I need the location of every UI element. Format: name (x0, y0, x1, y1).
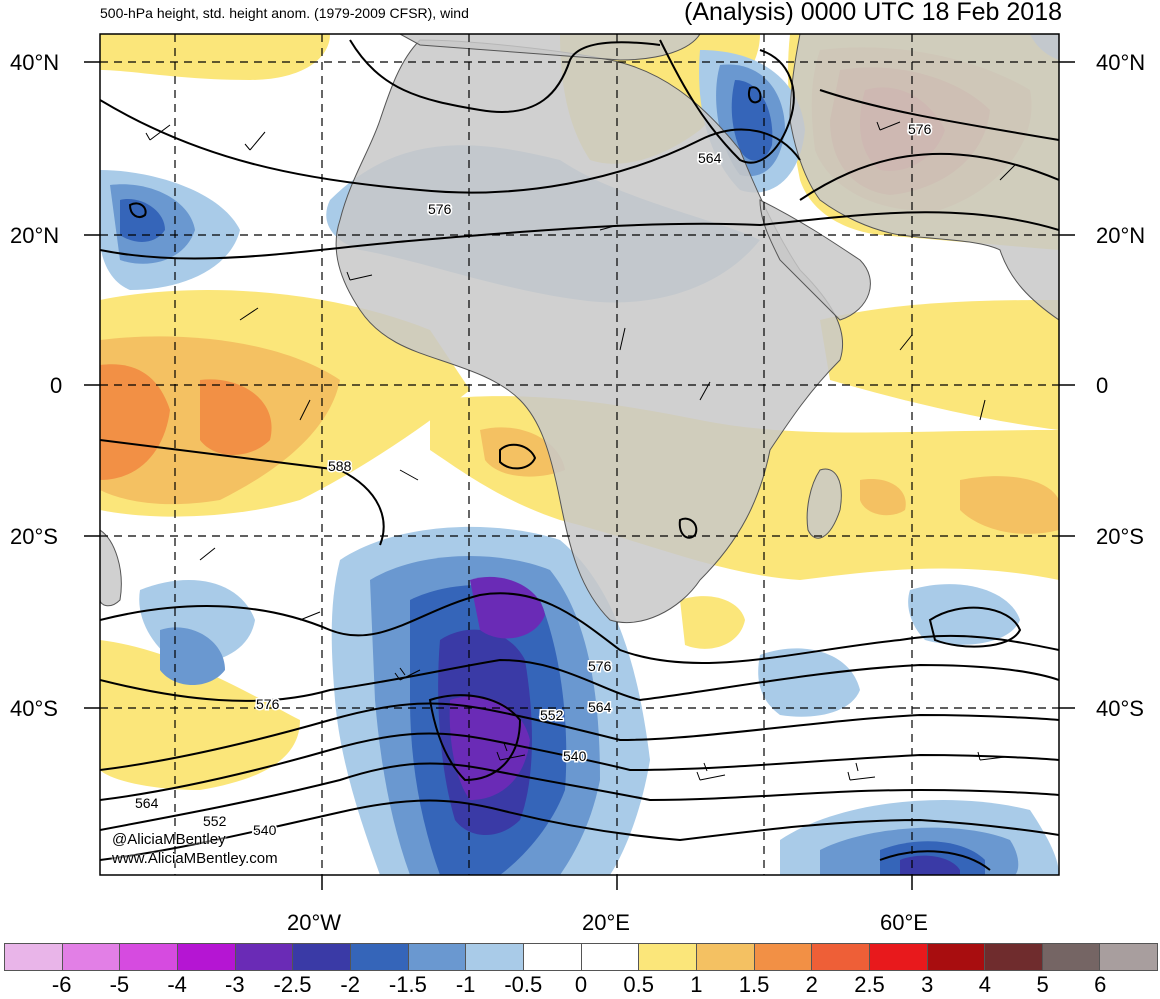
colorbar-segment (1100, 944, 1158, 970)
colorbar-segment (696, 944, 755, 970)
colorbar-tick-label: -4 (167, 972, 187, 997)
land-madagascar (806, 468, 842, 539)
colorbar-segment (927, 944, 986, 970)
contour-labels: 576 564 576 588 576 576 564 552 540 564 … (134, 120, 934, 840)
colorbar-tick-label: -2 (340, 972, 360, 997)
lat-label-left: 20°N (10, 223, 60, 248)
colorbar-tick-label: 0 (574, 972, 588, 997)
contour-label: 564 (588, 699, 612, 715)
colorbar-segment (639, 944, 697, 970)
land-south-america (100, 529, 122, 607)
lon-label: 20°E (582, 910, 630, 935)
lon-label: 20°W (287, 910, 342, 935)
height-contours (100, 39, 1059, 871)
lat-label-left: 20°S (10, 524, 58, 549)
map-title: 500-hPa height, std. height anom. (1979-… (100, 5, 469, 21)
axis-ticks (84, 61, 1075, 890)
land-asia (789, 34, 1059, 321)
weather-map: 576 564 576 588 576 576 564 552 540 564 … (84, 33, 1075, 890)
contour-label: 552 (203, 813, 227, 829)
colorbar-tick-label: 0.5 (623, 972, 654, 997)
colorbar-tick-label: 3 (921, 972, 934, 997)
contour-label: 564 (135, 795, 159, 811)
wind-barbs (145, 121, 1016, 781)
colorbar-tick-label: 6 (1094, 972, 1107, 997)
land-africa (335, 39, 844, 624)
colorbar-tick-label: -5 (109, 972, 130, 997)
map-border (99, 33, 1060, 876)
contour-label: 552 (540, 707, 564, 723)
lat-label-right: 40°S (1096, 696, 1144, 721)
lat-label-right: 20°S (1096, 524, 1144, 549)
colorbar-tick-label: 1 (690, 972, 703, 997)
lon-label: 60°E (880, 910, 928, 935)
colorbar-tick-label: 2.5 (854, 972, 885, 997)
colorbar-tick-label: 2 (805, 972, 818, 997)
contour-label: 576 (256, 696, 280, 712)
colorbar-tick-label: 4 (978, 972, 992, 997)
colorbar-segment (62, 944, 121, 970)
lat-label-right: 0 (1096, 373, 1109, 398)
contour-label: 540 (563, 748, 587, 764)
colorbar-segment (581, 944, 640, 970)
colorbar-segment (754, 944, 813, 970)
colorbar-tick-label: -1 (455, 972, 476, 997)
lat-label-left: 40°N (10, 50, 60, 75)
colorbar-tick-label: -3 (225, 972, 245, 997)
colorbar-segment (235, 944, 294, 970)
colorbar-segment (177, 944, 236, 970)
credit-website: www.AliciaMBentley.com (112, 850, 278, 867)
colorbar-segment (869, 944, 928, 970)
colorbar-segment (120, 944, 178, 970)
colorbar-tick-label: 1.5 (738, 972, 770, 997)
colorbar-tick-label: -0.5 (504, 972, 543, 997)
colorbar-segment (408, 944, 467, 970)
anomaly-colorbar (4, 943, 1158, 971)
colorbar-segment (1042, 944, 1101, 970)
land-masses (100, 34, 1059, 624)
contour-label: 564 (698, 150, 722, 166)
contour-label: 588 (328, 458, 352, 474)
contour-label: 576 (908, 121, 932, 137)
colorbar-tick-label: 5 (1036, 972, 1049, 997)
colorbar-tick-label: -2.5 (273, 972, 312, 997)
colorbar-segment (985, 944, 1043, 970)
colorbar-segment (812, 944, 870, 970)
contour-label: 540 (253, 822, 277, 838)
colorbar-segment (293, 944, 351, 970)
credit-handle: @AliciaMBentley (112, 831, 226, 848)
colorbar-segment (466, 944, 524, 970)
colorbar-segment (523, 944, 582, 970)
lat-label-left: 0 (50, 373, 63, 398)
contour-label: 576 (588, 658, 612, 674)
lat-lon-grid (100, 34, 1059, 875)
lat-label-left: 40°S (10, 696, 58, 721)
lat-label-right: 40°N (1096, 50, 1146, 75)
colorbar-segment (350, 944, 409, 970)
analysis-time: (Analysis) 0000 UTC 18 Feb 2018 (684, 0, 1062, 26)
land-europe (399, 34, 701, 61)
contour-label: 576 (428, 201, 452, 217)
land-arabia (759, 199, 871, 321)
lat-label-right: 20°N (1096, 223, 1146, 248)
colorbar-tick-label: -6 (51, 972, 72, 997)
colorbar-segment (5, 944, 63, 970)
colorbar-labels: -6 -5 -4 -3 -2.5 -2 -1.5 -1 -0.5 0 0.5 1 1.5 2 2.5 3 4 5 6 (0, 972, 1160, 999)
colorbar-tick-label: -1.5 (388, 972, 427, 997)
